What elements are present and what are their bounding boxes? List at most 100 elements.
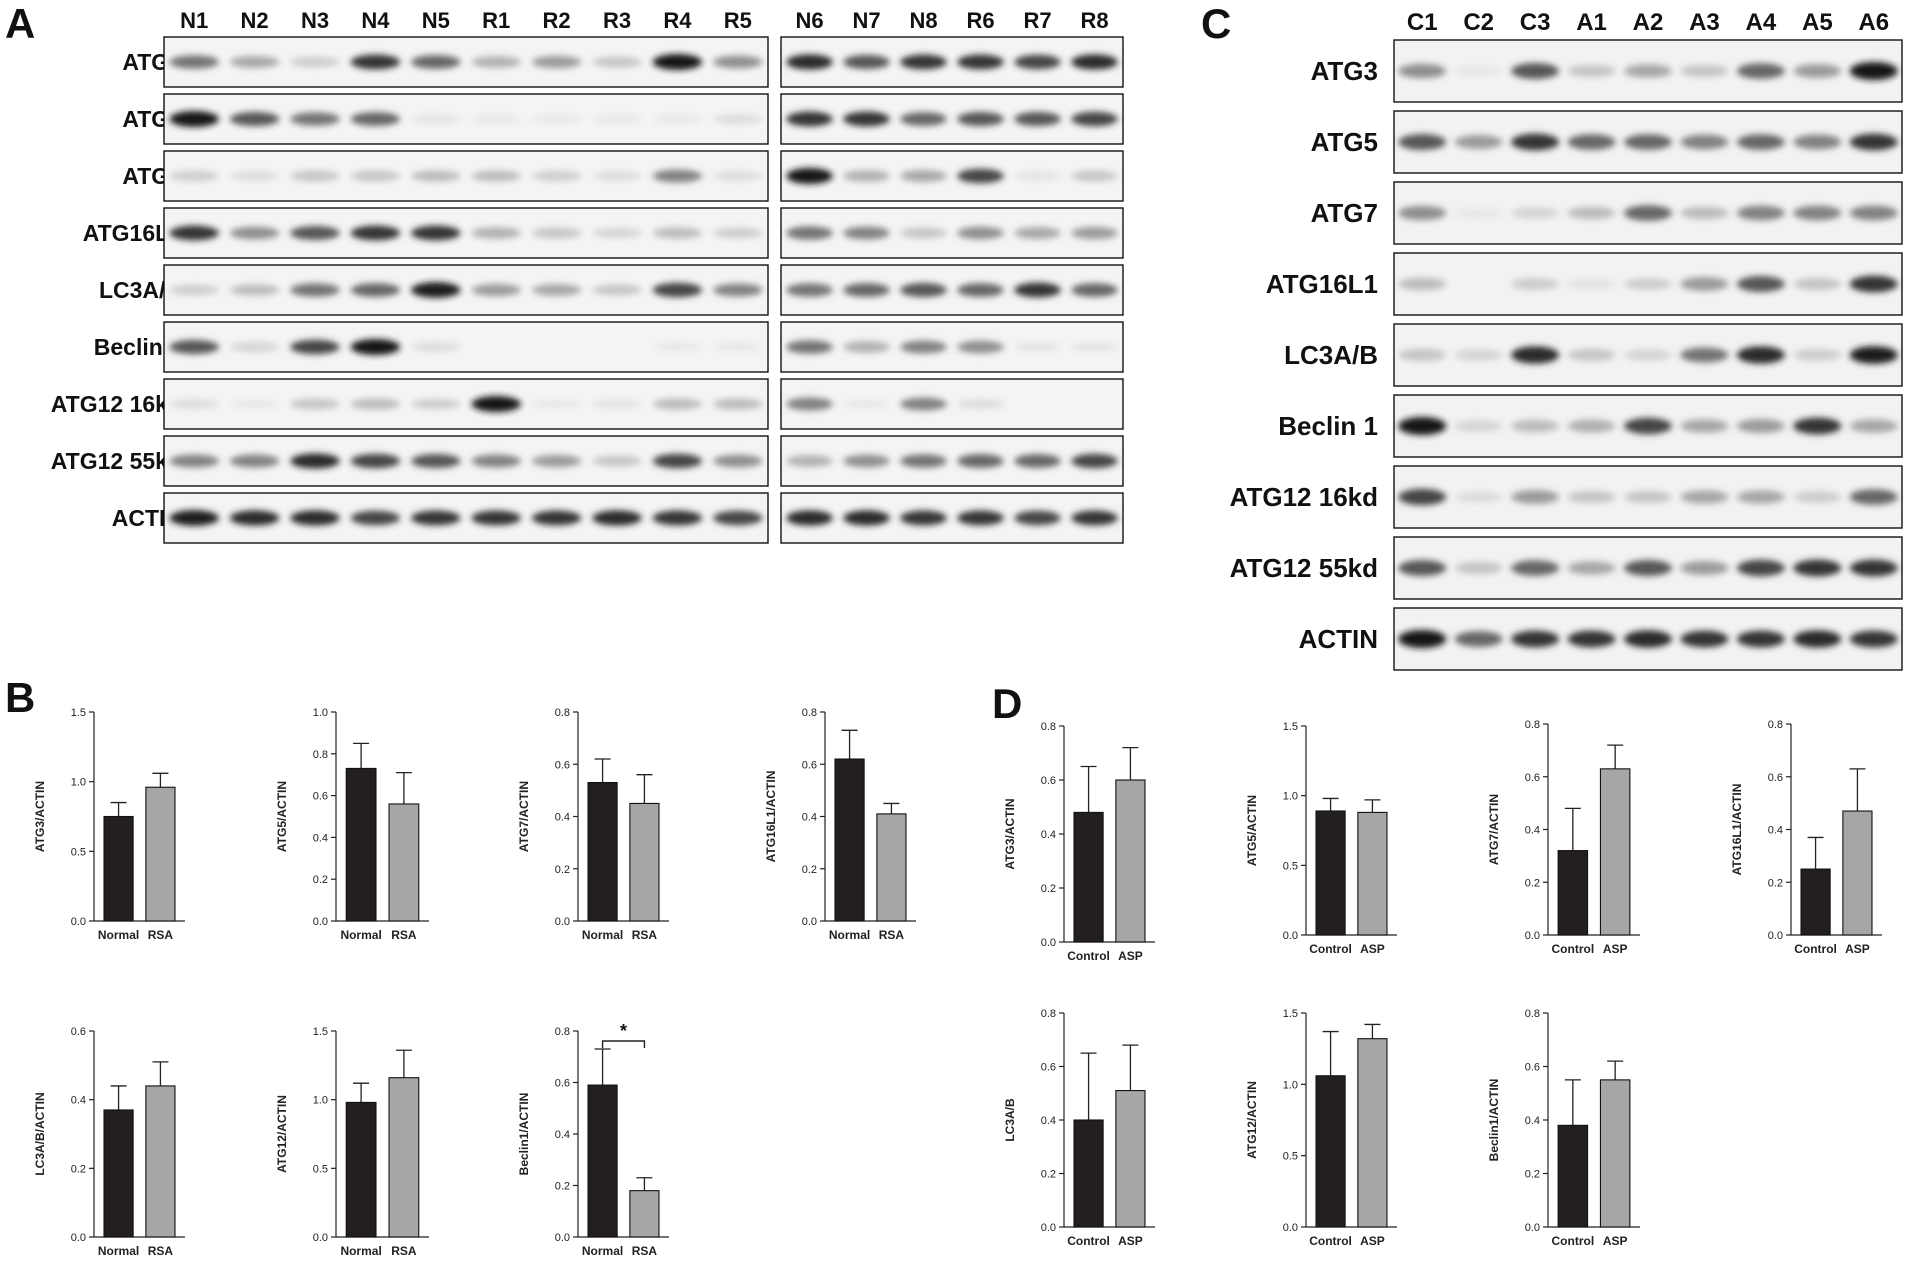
y-axis-label: ATG7/ACTIN — [517, 781, 531, 852]
y-tick-label: 0.8 — [1768, 719, 1783, 731]
y-tick-label: 0.5 — [313, 1163, 328, 1175]
blot-band — [411, 398, 461, 410]
bar-control — [1800, 868, 1831, 936]
blot-band — [350, 112, 401, 126]
blot-band — [900, 454, 947, 468]
blot-band — [1624, 417, 1672, 435]
protein-label: Beclin 1 — [1278, 411, 1378, 441]
blot-band — [1736, 490, 1785, 504]
blot-band — [1511, 278, 1560, 290]
blot-band — [1014, 54, 1061, 70]
blot-band — [713, 510, 763, 526]
y-tick-label: 0.0 — [313, 916, 328, 928]
y-axis-label: ATG12/ACTIN — [1245, 1081, 1259, 1159]
lane-label: R6 — [966, 8, 994, 33]
blot-band — [713, 342, 763, 352]
blot-strip-beclin-1-group2 — [780, 321, 1124, 373]
y-tick-label: 0.8 — [802, 707, 817, 719]
blot-band — [1624, 560, 1672, 576]
blot-strip-atg5-group1 — [163, 93, 769, 145]
blot-band — [1071, 453, 1118, 469]
blot-band — [169, 454, 219, 468]
x-tick-label: Control — [1794, 942, 1837, 956]
bar-control — [1315, 1075, 1346, 1228]
lane-label: N6 — [795, 8, 823, 33]
y-axis-label: Beclin1/ACTIN — [517, 1093, 531, 1176]
blot-band — [957, 54, 1004, 70]
y-tick-label: 0.8 — [1041, 721, 1056, 733]
blot-band — [1567, 348, 1616, 362]
y-tick-label: 0.2 — [71, 1163, 86, 1175]
bar-asp — [1115, 1090, 1146, 1228]
blot-band — [957, 510, 1004, 526]
y-tick-label: 0.0 — [1283, 930, 1298, 942]
y-axis-label: ATG5/ACTIN — [275, 781, 289, 852]
panel-label-b: B — [5, 674, 35, 721]
blot-band — [1793, 630, 1842, 648]
bar-control — [1315, 810, 1346, 936]
blot-band — [1793, 559, 1842, 577]
blot-band — [531, 227, 582, 239]
blot-band — [1624, 349, 1672, 361]
blot-band — [1398, 417, 1447, 435]
blot-strip-atg12-16kd-group2 — [780, 378, 1124, 430]
y-axis-label: Beclin1/ACTIN — [1487, 1079, 1501, 1162]
blot-band — [786, 510, 833, 526]
protein-label: ATG5 — [1311, 127, 1378, 157]
y-tick-label: 0.0 — [555, 1232, 570, 1244]
bar-asp — [1599, 768, 1631, 936]
blot-band — [1454, 420, 1503, 432]
blot-band — [1624, 490, 1672, 504]
blot-band — [229, 284, 280, 296]
western-blot-panel-c: C1 C2 C3 A1 A2 A3 A4 A5 A6 ATG3 ATG5 ATG7 ATG16L1 LC3… — [1230, 9, 1903, 671]
x-tick-label: Normal — [582, 1244, 623, 1258]
x-tick-label: Normal — [582, 928, 623, 942]
x-tick-label: RSA — [632, 1244, 658, 1258]
bar-rsa — [629, 1190, 660, 1238]
bar-rsa — [629, 802, 660, 922]
significance-marker: * — [620, 1021, 627, 1041]
blot-band — [1567, 134, 1616, 150]
x-tick-label: Control — [1309, 942, 1352, 956]
bar-charts-panel-b: 0.0 0.5 1.0 1.5 ATG3/ACTIN Normal RSA 0.0 0.2 0.4… — [33, 707, 916, 1258]
bar-control — [1073, 1119, 1104, 1228]
blot-band — [1793, 134, 1842, 150]
blot-strip-actin-group2 — [780, 492, 1124, 544]
blot-band — [1511, 133, 1560, 151]
blot-band — [1567, 64, 1616, 78]
blot-band — [531, 170, 582, 182]
bar-chart-atg7-actin: 0.0 0.2 0.4 0.6 0.8 ATG7/ACTIN Normal RSA — [517, 707, 669, 942]
protein-label: ATG3 — [1311, 56, 1378, 86]
blot-band — [1680, 490, 1729, 504]
y-axis-label: ATG7/ACTIN — [1487, 794, 1501, 865]
x-tick-label: ASP — [1360, 942, 1385, 956]
y-axis-label: ATG5/ACTIN — [1245, 795, 1259, 866]
y-tick-label: 1.5 — [71, 707, 86, 719]
x-tick-label: ASP — [1118, 1234, 1143, 1248]
lane-label: R2 — [543, 8, 571, 33]
blot-band — [1793, 277, 1842, 291]
y-tick-label: 0.0 — [802, 916, 817, 928]
y-tick-label: 0.6 — [1525, 1062, 1540, 1074]
blot-strip-atg7-group1 — [163, 150, 769, 202]
blot-band — [713, 55, 763, 69]
blot-band — [1567, 278, 1616, 290]
blot-band — [169, 339, 219, 355]
blot-band — [350, 398, 401, 410]
blot-band — [290, 56, 340, 68]
blot-band — [1680, 134, 1729, 150]
blot-band — [900, 397, 947, 411]
lane-label: C1 — [1407, 9, 1438, 36]
y-tick-label: 1.5 — [1283, 721, 1298, 733]
blot-band — [471, 170, 521, 182]
blot-band — [900, 112, 947, 126]
blot-band — [957, 399, 1004, 409]
x-tick-label: RSA — [148, 1244, 174, 1258]
bar-rsa — [145, 786, 176, 922]
y-tick-label: 0.6 — [555, 1078, 570, 1090]
x-tick-label: Normal — [829, 928, 870, 942]
bar-rsa — [145, 1085, 176, 1238]
lane-label: N1 — [180, 8, 208, 33]
blot-band — [290, 453, 340, 469]
blot-band — [900, 340, 947, 354]
